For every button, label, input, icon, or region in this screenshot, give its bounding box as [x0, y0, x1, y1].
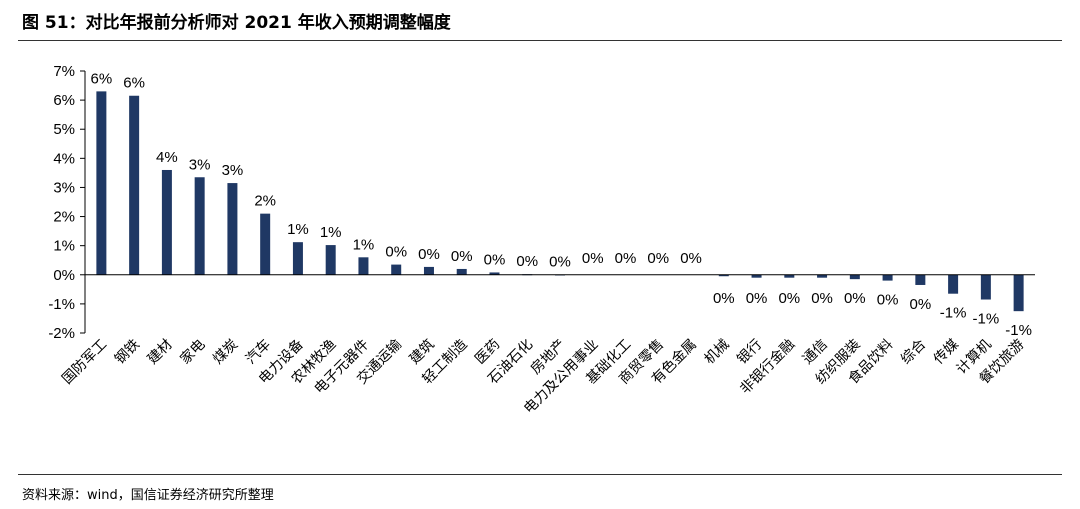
bar: [817, 274, 828, 278]
bar: [456, 268, 467, 275]
bar: [718, 274, 729, 277]
data-label: 0%: [877, 292, 899, 309]
y-axis: 7% 6% 5% 4% 3% 2% 1% 0% -1% -2%: [48, 63, 85, 342]
bar: [915, 274, 926, 285]
bar: [849, 274, 860, 280]
top-rule: [18, 40, 1062, 41]
data-label: 0%: [451, 248, 473, 265]
y-tick-label: 4%: [53, 150, 75, 167]
data-label: 2%: [254, 193, 276, 210]
x-tick-label: 综合: [898, 337, 929, 368]
x-tick-label: 国防军工: [59, 337, 110, 388]
data-label: 0%: [811, 290, 833, 307]
data-label: 0%: [385, 244, 407, 261]
data-label: 1%: [287, 221, 309, 238]
data-label: 0%: [680, 250, 702, 267]
data-label: 0%: [647, 250, 669, 267]
bar: [423, 266, 434, 275]
bar: [784, 274, 795, 278]
data-label: 4%: [156, 149, 178, 166]
y-tick-label: 1%: [53, 238, 75, 255]
y-tick-label: 0%: [53, 267, 75, 284]
data-label: 6%: [123, 75, 145, 92]
bar-chart: 7% 6% 5% 4% 3% 2% 1% 0% -1% -2% 6% 6% 4% 3% 3% 2% 1% 1% 1…: [48, 63, 1035, 417]
data-label: 0%: [746, 290, 768, 307]
bars-group: [96, 91, 1024, 312]
bar: [292, 242, 303, 275]
data-label: 0%: [484, 251, 506, 268]
bar: [489, 272, 500, 275]
bottom-rule: [18, 474, 1062, 475]
x-tick-label: 钢铁: [112, 337, 143, 368]
data-label: 6%: [91, 70, 113, 87]
x-tick-label: 机械: [702, 337, 733, 368]
y-tick-label: 2%: [53, 209, 75, 226]
bar: [161, 169, 172, 275]
data-label: 0%: [713, 290, 735, 307]
data-labels-group: 6% 6% 4% 3% 3% 2% 1% 1% 1% 0% 0% 0% 0% 0% 0% 0% 0% 0% 0% 0%…: [91, 70, 1032, 339]
bar: [96, 91, 107, 275]
figure-title: 图 51：对比年报前分析师对 2021 年收入预期调整幅度: [22, 13, 451, 33]
data-label: -1%: [973, 311, 1000, 328]
y-tick-label: -2%: [48, 325, 75, 342]
data-label: 0%: [418, 246, 440, 263]
data-label: 0%: [615, 250, 637, 267]
y-tick-label: 6%: [53, 92, 75, 109]
bar: [325, 245, 336, 275]
bar: [227, 183, 238, 275]
data-label: 0%: [910, 296, 932, 313]
data-label: 0%: [844, 290, 866, 307]
y-tick-label: 7%: [53, 63, 75, 80]
axes-group: [84, 71, 1035, 333]
y-tick-label: -1%: [48, 296, 75, 313]
data-label: 3%: [222, 162, 244, 179]
y-tick-label: 5%: [53, 121, 75, 138]
y-tick-label: 3%: [53, 179, 75, 196]
bar: [260, 213, 271, 275]
data-label: 0%: [516, 253, 538, 270]
x-tick-label: 煤炭: [210, 337, 241, 368]
data-label: 1%: [353, 236, 375, 253]
data-label: 3%: [189, 156, 211, 173]
bar: [882, 274, 893, 281]
bar: [391, 264, 402, 275]
source-note: 资料来源：wind，国信证券经济研究所整理: [22, 488, 274, 503]
bar: [1013, 274, 1024, 312]
x-tick-label: 家电: [177, 336, 209, 368]
data-label: -1%: [1005, 322, 1032, 339]
data-label: 1%: [320, 224, 342, 241]
bar: [980, 274, 991, 300]
bar: [751, 274, 762, 278]
data-label: 0%: [582, 250, 604, 267]
bar: [129, 95, 140, 275]
bar: [358, 257, 369, 275]
bar: [948, 274, 959, 294]
data-label: -1%: [940, 305, 967, 322]
bar: [194, 177, 205, 275]
x-tick-label: 建材: [145, 337, 176, 368]
data-label: 0%: [549, 253, 571, 270]
data-label: 0%: [778, 290, 800, 307]
